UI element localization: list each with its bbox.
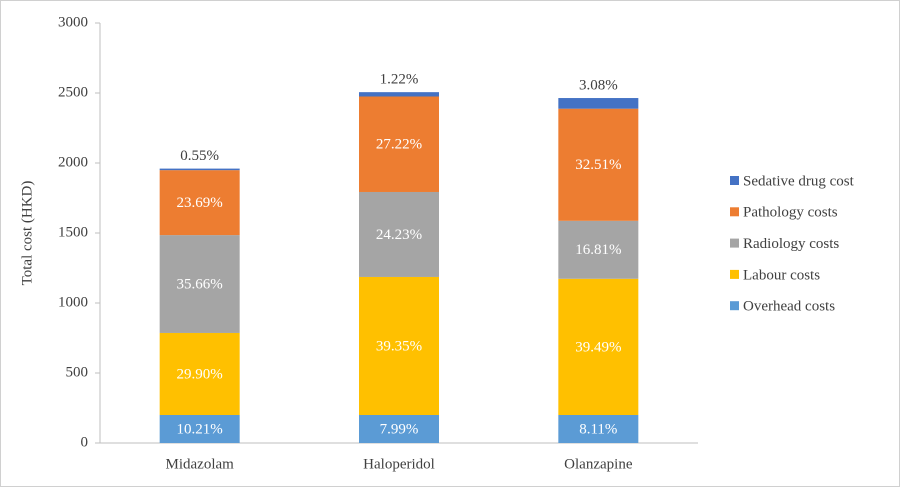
legend-label: Sedative drug cost	[743, 173, 855, 189]
legend-swatch	[730, 269, 739, 279]
y-tick-label: 3000	[58, 14, 88, 30]
bar-segment	[359, 96, 439, 192]
y-tick-label: 1000	[58, 294, 88, 310]
data-label: 24.23%	[376, 227, 422, 243]
y-tick-label: 1500	[58, 224, 88, 240]
data-label: 1.22%	[380, 72, 419, 88]
legend-label: Overhead costs	[743, 299, 835, 315]
bar-segment	[558, 220, 639, 279]
bar-segment	[159, 168, 240, 171]
data-label: 10.21%	[177, 421, 223, 437]
bar-segment	[359, 191, 439, 277]
y-axis-label: Total cost (HKD)	[19, 181, 35, 286]
data-label: 0.55%	[180, 148, 219, 164]
data-label: 35.66%	[177, 276, 223, 292]
legend-swatch	[730, 207, 739, 217]
data-label: 23.69%	[177, 195, 223, 211]
bar-segment	[558, 278, 639, 415]
bar-segment	[558, 415, 639, 443]
y-tick-label: 2000	[58, 154, 88, 170]
x-tick-label: Olanzapine	[564, 456, 633, 472]
legend-label: Labour costs	[743, 267, 820, 283]
bar-segment	[159, 170, 240, 236]
bar-segment	[359, 276, 439, 415]
bar-segment	[359, 415, 439, 443]
data-label: 3.08%	[579, 77, 618, 93]
legend-label: Radiology costs	[743, 236, 839, 252]
bar-segment	[159, 235, 240, 333]
data-label: 27.22%	[376, 137, 422, 153]
data-label: 16.81%	[575, 242, 621, 258]
legend-swatch	[730, 238, 739, 248]
legend-swatch	[730, 176, 739, 185]
y-tick-label: 500	[66, 364, 89, 380]
data-label: 39.35%	[376, 338, 422, 354]
data-label: 39.49%	[575, 339, 621, 355]
y-tick-label: 0	[81, 434, 89, 450]
bar-segment	[159, 332, 240, 415]
x-tick-label: Midazolam	[166, 456, 235, 472]
bar-segment	[558, 108, 639, 221]
legend-swatch	[730, 301, 739, 311]
bar-segment	[558, 98, 639, 109]
x-tick-label: Haloperidol	[363, 456, 435, 472]
data-label: 29.90%	[177, 366, 223, 382]
data-label: 32.51%	[575, 157, 621, 173]
data-label: 7.99%	[380, 421, 419, 437]
bar-segment	[159, 415, 240, 443]
data-label: 8.11%	[579, 421, 617, 437]
bar-segment	[359, 92, 439, 97]
legend-label: Pathology costs	[743, 205, 838, 221]
y-tick-label: 2500	[58, 84, 88, 100]
